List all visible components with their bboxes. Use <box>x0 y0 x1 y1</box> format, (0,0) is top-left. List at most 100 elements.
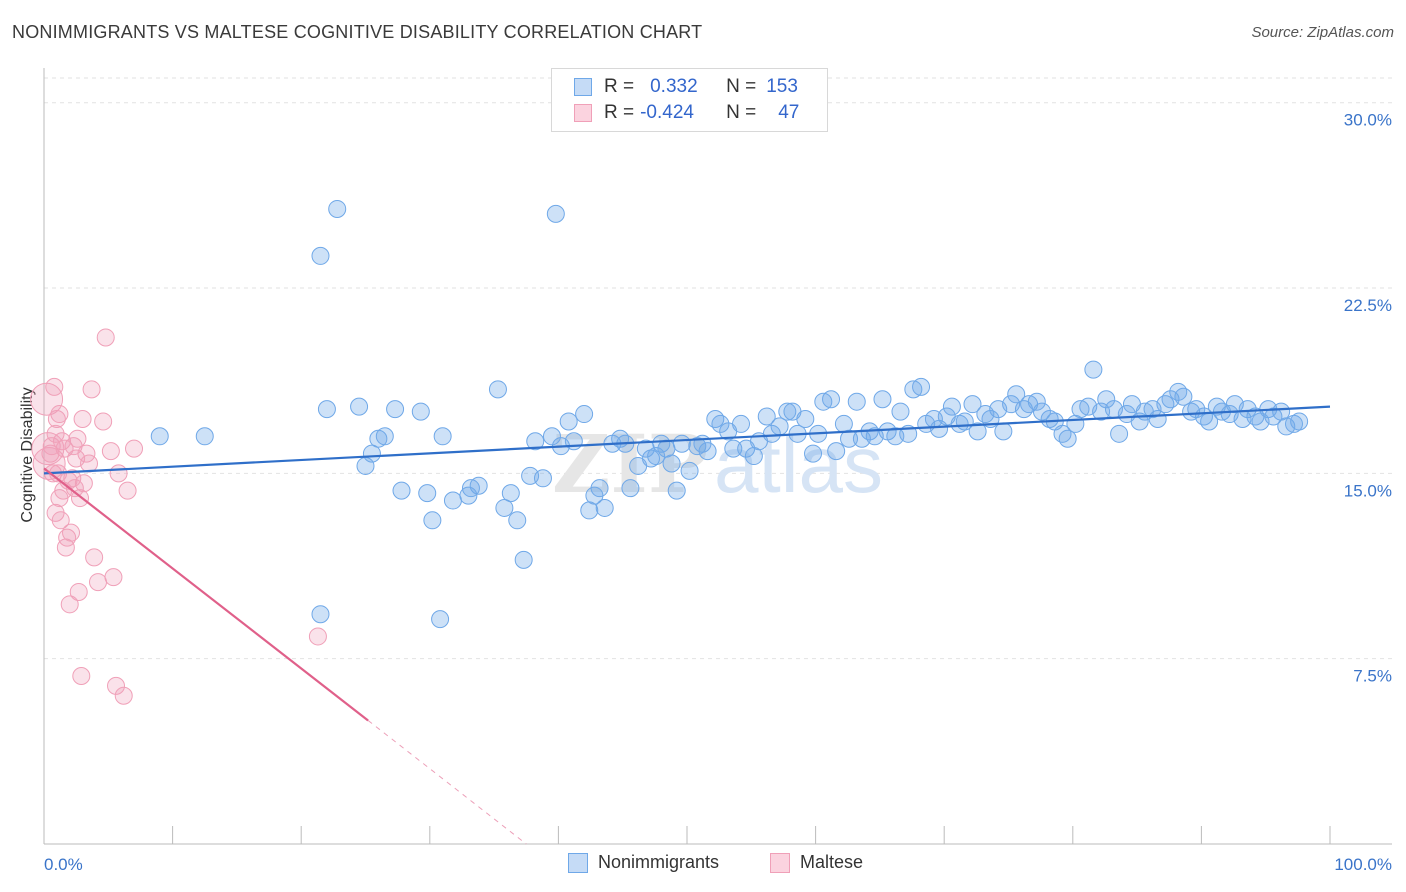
y-tick-label: 7.5% <box>1353 667 1392 686</box>
bottom-legend-swatch-nonimmigrants <box>568 852 588 873</box>
point-nonimmigrants <box>804 444 823 463</box>
legend-n-label: N = <box>726 102 757 123</box>
legend-r-value: 0.332 <box>650 76 698 97</box>
point-maltese <box>118 481 137 500</box>
point-maltese <box>32 446 66 480</box>
bottom-legend-label-nonimmigrants: Nonimmigrants <box>598 852 720 872</box>
point-nonimmigrants <box>1148 409 1167 428</box>
point-nonimmigrants <box>443 491 462 510</box>
x-tick-label-max: 100.0% <box>1334 855 1392 874</box>
point-nonimmigrants <box>778 402 797 421</box>
point-nonimmigrants <box>711 414 730 433</box>
point-nonimmigrants <box>317 400 336 419</box>
point-nonimmigrants <box>847 392 866 411</box>
point-maltese <box>62 523 81 542</box>
point-nonimmigrants <box>698 442 717 461</box>
point-nonimmigrants <box>994 422 1013 441</box>
point-maltese <box>109 464 128 483</box>
point-nonimmigrants <box>411 402 430 421</box>
point-nonimmigrants <box>724 439 743 458</box>
point-nonimmigrants <box>732 414 751 433</box>
point-nonimmigrants <box>195 427 214 446</box>
point-nonimmigrants <box>495 498 514 517</box>
point-nonimmigrants <box>311 605 330 624</box>
legend-row-maltese: R = -0.424 N = 47 <box>574 100 799 126</box>
point-nonimmigrants <box>542 427 561 446</box>
point-nonimmigrants <box>1169 382 1188 401</box>
point-nonimmigrants <box>796 409 815 428</box>
point-nonimmigrants <box>546 204 565 223</box>
point-maltese <box>46 424 65 443</box>
bottom-legend-swatch-maltese <box>770 852 790 873</box>
point-nonimmigrants <box>667 481 686 500</box>
point-nonimmigrants <box>311 246 330 265</box>
point-nonimmigrants <box>328 199 347 218</box>
point-nonimmigrants <box>680 461 699 480</box>
point-maltese <box>53 432 72 451</box>
point-nonimmigrants <box>1290 412 1309 431</box>
point-maltese <box>101 442 120 461</box>
bottom-legend-label-maltese: Maltese <box>800 852 864 872</box>
point-nonimmigrants <box>662 454 681 473</box>
point-nonimmigrants <box>1174 387 1193 406</box>
legend-n-value: 47 <box>778 102 800 123</box>
point-nonimmigrants <box>1110 424 1129 443</box>
point-nonimmigrants <box>514 550 533 569</box>
bottom-legend-nonimmigrants: Nonimmigrants <box>568 852 719 873</box>
point-maltese <box>74 474 93 493</box>
point-maltese <box>73 409 92 428</box>
point-nonimmigrants <box>822 390 841 409</box>
point-nonimmigrants <box>1238 400 1257 419</box>
point-nonimmigrants <box>501 484 520 503</box>
point-nonimmigrants <box>1084 360 1103 379</box>
point-nonimmigrants <box>672 434 691 453</box>
chart-source: Source: ZipAtlas.com <box>1251 24 1394 41</box>
point-maltese <box>96 328 115 347</box>
point-nonimmigrants <box>1027 392 1046 411</box>
point-nonimmigrants <box>1007 385 1026 404</box>
point-nonimmigrants <box>433 427 452 446</box>
point-nonimmigrants <box>912 377 931 396</box>
point-nonimmigrants <box>827 442 846 461</box>
legend-row-nonimmigrants: R = 0.332 N = 153 <box>574 74 798 100</box>
point-maltese <box>60 595 79 614</box>
y-tick-label: 22.5% <box>1344 296 1392 315</box>
point-nonimmigrants <box>950 414 969 433</box>
x-tick-label-min: 0.0% <box>44 855 83 874</box>
point-nonimmigrants <box>386 400 405 419</box>
point-maltese <box>72 666 91 685</box>
point-nonimmigrants <box>757 407 776 426</box>
point-maltese <box>107 676 126 695</box>
point-nonimmigrants <box>1284 414 1303 433</box>
point-nonimmigrants <box>375 427 394 446</box>
point-maltese <box>51 511 70 530</box>
point-nonimmigrants <box>873 390 892 409</box>
point-nonimmigrants <box>641 449 660 468</box>
legend-n-value: 153 <box>766 76 798 97</box>
point-maltese <box>41 444 60 463</box>
point-maltese <box>47 409 66 428</box>
point-maltese <box>85 548 104 567</box>
point-nonimmigrants <box>840 429 859 448</box>
legend-swatch-nonimmigrants <box>574 78 592 96</box>
point-nonimmigrants <box>590 479 609 498</box>
point-nonimmigrants <box>688 437 707 456</box>
point-maltese <box>68 429 87 448</box>
point-maltese <box>31 432 65 466</box>
legend-r-value: -0.424 <box>640 102 694 123</box>
point-nonimmigrants <box>526 432 545 451</box>
point-nonimmigrants <box>508 511 527 530</box>
y-tick-label: 30.0% <box>1344 111 1392 130</box>
point-nonimmigrants <box>488 380 507 399</box>
point-maltese <box>94 412 113 431</box>
point-maltese <box>65 479 84 498</box>
point-nonimmigrants <box>392 481 411 500</box>
point-nonimmigrants <box>1040 409 1059 428</box>
point-nonimmigrants <box>762 424 781 443</box>
point-nonimmigrants <box>968 422 987 441</box>
point-maltese <box>89 573 108 592</box>
chart-title: NONIMMIGRANTS VS MALTESE COGNITIVE DISAB… <box>12 22 703 42</box>
point-nonimmigrants <box>963 395 982 414</box>
point-nonimmigrants <box>350 397 369 416</box>
